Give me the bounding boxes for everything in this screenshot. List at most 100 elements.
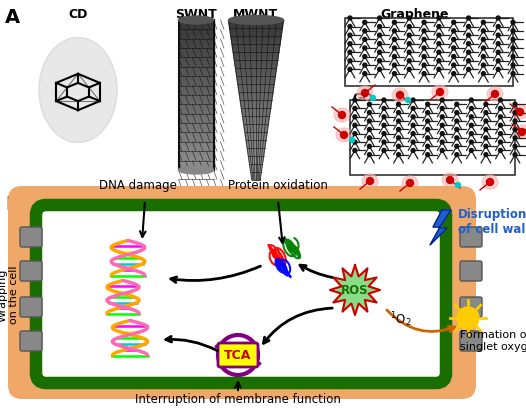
Circle shape <box>363 63 367 67</box>
Circle shape <box>407 33 411 37</box>
FancyBboxPatch shape <box>20 331 42 351</box>
Polygon shape <box>178 114 214 118</box>
Circle shape <box>513 111 517 115</box>
Circle shape <box>426 153 430 157</box>
Polygon shape <box>230 30 282 33</box>
Polygon shape <box>178 50 214 54</box>
Circle shape <box>392 37 397 42</box>
Circle shape <box>382 115 386 119</box>
Circle shape <box>513 136 517 140</box>
Circle shape <box>496 50 500 54</box>
Circle shape <box>407 16 411 20</box>
Polygon shape <box>178 69 214 72</box>
Circle shape <box>452 29 456 33</box>
Circle shape <box>426 102 430 106</box>
Polygon shape <box>249 157 264 161</box>
Circle shape <box>348 25 352 28</box>
Bar <box>178 20 214 170</box>
Circle shape <box>440 132 444 136</box>
Polygon shape <box>178 35 214 39</box>
Polygon shape <box>237 78 275 81</box>
Ellipse shape <box>334 108 350 122</box>
Ellipse shape <box>362 174 378 188</box>
Polygon shape <box>178 46 214 50</box>
Polygon shape <box>178 151 214 155</box>
Circle shape <box>407 67 411 72</box>
Circle shape <box>397 136 400 140</box>
Circle shape <box>411 115 415 119</box>
Text: $^1$O$_2$: $^1$O$_2$ <box>390 311 411 329</box>
Circle shape <box>411 148 415 152</box>
FancyBboxPatch shape <box>460 297 482 317</box>
Circle shape <box>368 127 371 132</box>
Circle shape <box>378 50 381 54</box>
Polygon shape <box>244 122 269 126</box>
FancyBboxPatch shape <box>460 331 482 351</box>
Circle shape <box>467 59 470 63</box>
Circle shape <box>517 109 523 115</box>
Ellipse shape <box>432 85 448 99</box>
Circle shape <box>511 55 515 58</box>
Circle shape <box>467 33 470 37</box>
Circle shape <box>378 16 381 20</box>
Circle shape <box>469 123 473 127</box>
Circle shape <box>382 132 386 136</box>
Circle shape <box>499 140 502 144</box>
Circle shape <box>519 129 525 136</box>
Circle shape <box>392 63 397 67</box>
FancyBboxPatch shape <box>20 297 42 317</box>
Polygon shape <box>241 110 270 113</box>
Polygon shape <box>330 265 380 315</box>
Circle shape <box>368 102 371 106</box>
Circle shape <box>397 127 400 132</box>
Text: Graphene: Graphene <box>381 8 449 21</box>
Circle shape <box>467 25 470 28</box>
Circle shape <box>378 59 381 63</box>
FancyBboxPatch shape <box>36 205 446 383</box>
Polygon shape <box>178 61 214 65</box>
Polygon shape <box>246 139 266 142</box>
Circle shape <box>457 307 479 329</box>
Polygon shape <box>238 87 274 90</box>
Circle shape <box>469 98 473 102</box>
Circle shape <box>481 72 485 76</box>
Circle shape <box>455 136 459 140</box>
Circle shape <box>392 29 397 33</box>
Ellipse shape <box>482 175 498 189</box>
Polygon shape <box>231 36 281 39</box>
Circle shape <box>469 148 473 152</box>
Polygon shape <box>243 119 269 122</box>
Circle shape <box>368 119 371 123</box>
Circle shape <box>407 50 411 54</box>
Circle shape <box>422 55 426 58</box>
Circle shape <box>467 50 470 54</box>
Circle shape <box>437 25 441 28</box>
Circle shape <box>484 102 488 106</box>
Polygon shape <box>240 100 272 103</box>
Circle shape <box>406 97 410 102</box>
Text: ROS: ROS <box>341 284 369 296</box>
Circle shape <box>452 55 456 58</box>
Circle shape <box>378 67 381 72</box>
Circle shape <box>499 132 502 136</box>
Text: TCA: TCA <box>224 349 251 362</box>
Polygon shape <box>178 106 214 110</box>
Circle shape <box>349 138 355 143</box>
Polygon shape <box>236 71 276 74</box>
Polygon shape <box>233 52 279 55</box>
Polygon shape <box>239 94 273 97</box>
Circle shape <box>426 144 430 148</box>
FancyBboxPatch shape <box>460 261 482 281</box>
FancyBboxPatch shape <box>8 186 476 399</box>
Circle shape <box>382 106 386 110</box>
Circle shape <box>511 63 515 67</box>
Circle shape <box>481 55 485 58</box>
Text: Formation of
singlet oxygen: Formation of singlet oxygen <box>460 330 526 351</box>
Polygon shape <box>178 110 214 114</box>
Polygon shape <box>231 39 281 42</box>
FancyBboxPatch shape <box>20 261 42 281</box>
Circle shape <box>397 144 400 148</box>
Circle shape <box>499 123 502 127</box>
Circle shape <box>348 16 352 20</box>
Polygon shape <box>178 72 214 76</box>
